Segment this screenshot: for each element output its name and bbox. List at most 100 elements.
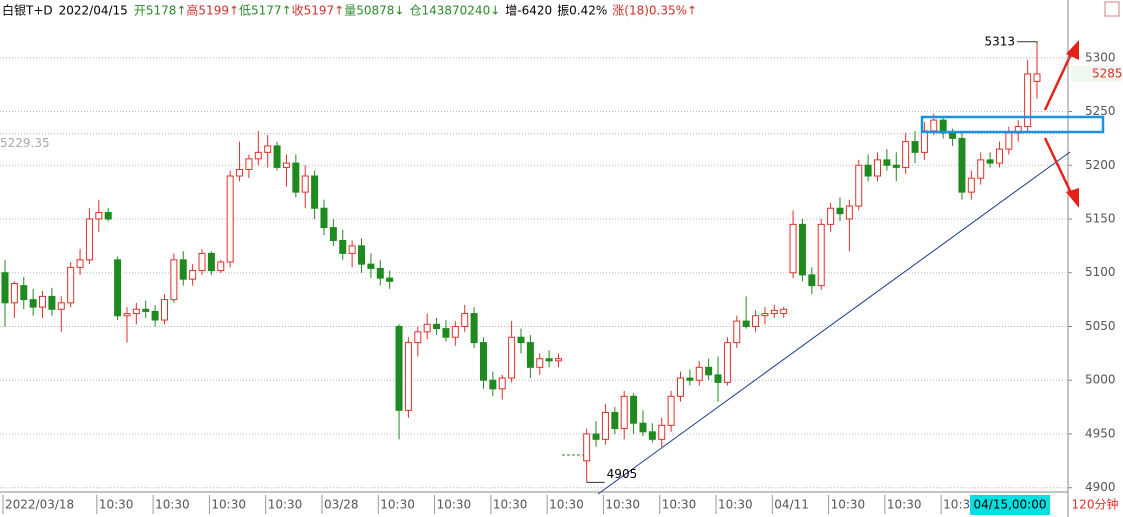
candle-body	[423, 323, 431, 333]
candle-body	[451, 325, 459, 338]
header-item: 高5199↑	[186, 3, 239, 18]
candle-body	[883, 159, 891, 166]
candle-body	[104, 212, 112, 220]
candle-body	[395, 325, 403, 411]
candle-body	[292, 162, 300, 193]
candle-body	[48, 295, 56, 310]
header: 白银T+D 2022/04/15 开5178↑ 高5199↑ 低5177↑ 收5197↑ 量…	[2, 3, 697, 18]
candle-body	[1005, 132, 1013, 150]
x-tick-label: 10:30	[887, 498, 922, 512]
cursor-box	[970, 495, 1050, 515]
down-arrow-shaft	[1043, 137, 1074, 196]
candle-body	[995, 148, 1003, 164]
header-item: 振0.42%	[557, 4, 607, 18]
candle-body	[20, 285, 28, 301]
candle-body	[620, 395, 628, 430]
candles	[1, 43, 1041, 483]
cursor-label: 04/15,00:00	[974, 498, 1047, 512]
candle-body	[752, 315, 760, 327]
candle-body	[132, 308, 140, 315]
candle-body	[695, 366, 703, 381]
grid	[0, 57, 1068, 489]
candle-body	[57, 302, 65, 310]
candle-body	[845, 205, 853, 220]
y-tick-label: 5150	[1085, 211, 1116, 225]
y-tick-label: 5000	[1085, 373, 1116, 387]
candle-body	[742, 320, 750, 327]
candle-body	[498, 377, 506, 390]
candle-body	[217, 261, 225, 272]
header-item: 低5177↑	[239, 4, 292, 18]
candle-body	[583, 433, 591, 462]
period-label: 120分钟	[1072, 497, 1119, 512]
candle-body	[855, 164, 863, 207]
candle-body	[226, 175, 234, 263]
x-tick-label: 10:30	[662, 498, 697, 512]
x-tick-label: 04/11	[774, 498, 809, 512]
x-tick-label: 2022/03/18	[5, 498, 74, 512]
candle-body	[723, 342, 731, 383]
candle-body	[930, 119, 938, 132]
candle-body	[358, 245, 366, 265]
settings-icon[interactable]	[1104, 1, 1120, 17]
candle-body	[189, 270, 197, 280]
header-item: 白银T+D	[2, 3, 53, 18]
candle-body	[526, 342, 534, 368]
reference-label: 5229.35	[0, 136, 50, 150]
header-item: 2022/04/15	[59, 4, 128, 18]
candle-body	[329, 227, 337, 241]
x-tick-label: 10:30	[99, 498, 134, 512]
header-item: 收5197↑	[292, 4, 345, 18]
candle-body	[254, 151, 262, 160]
x-tick-label: 10:30	[718, 498, 753, 512]
y-tick-label: 5300	[1085, 50, 1116, 64]
candle-body	[705, 366, 713, 376]
candle-body	[320, 207, 328, 229]
candle-body	[545, 358, 553, 362]
candle-body	[986, 159, 994, 164]
candle-body	[874, 159, 882, 177]
candle-body	[508, 336, 516, 379]
candle-body	[95, 212, 103, 220]
candle-body	[686, 377, 694, 381]
candle-body	[245, 158, 253, 171]
candle-body	[1033, 73, 1041, 82]
candle-body	[160, 299, 168, 321]
x-tick-label: 10:30	[831, 498, 866, 512]
candle-body	[414, 331, 422, 344]
x-tick-label: 10:30	[437, 498, 472, 512]
candle-body	[311, 175, 319, 209]
candle-body	[827, 207, 835, 225]
candle-body	[10, 282, 18, 304]
x-tick-label: 10:30	[549, 498, 584, 512]
candle-body	[949, 132, 957, 139]
y-tick-label: 5100	[1085, 265, 1116, 279]
candle-body	[630, 395, 638, 424]
high-pointer	[1017, 41, 1038, 44]
candle-body	[1024, 73, 1032, 128]
candle-body	[864, 164, 872, 177]
candle-body	[67, 266, 75, 304]
down-arrow-head	[1066, 188, 1079, 208]
x-tick-label: 10:30	[605, 498, 640, 512]
header-item: 涨(18)0.35%↑	[612, 3, 697, 18]
candle-body	[592, 433, 600, 440]
candle-body	[658, 424, 666, 440]
candle-body	[902, 141, 910, 168]
candle-body	[601, 411, 609, 440]
candle-body	[367, 263, 375, 269]
candle-body	[301, 175, 309, 193]
candle-body	[76, 259, 84, 268]
candle-body	[789, 223, 797, 274]
candle-body	[461, 313, 469, 327]
candle-body	[470, 313, 478, 344]
candle-body	[339, 239, 347, 254]
x-tick-label: 10:30	[943, 498, 978, 512]
candle-body	[977, 159, 985, 179]
candle-body	[817, 223, 825, 287]
x-tick-label: 10:30	[211, 498, 246, 512]
y-tick-label: 5250	[1085, 104, 1116, 118]
candle-body	[733, 320, 741, 344]
